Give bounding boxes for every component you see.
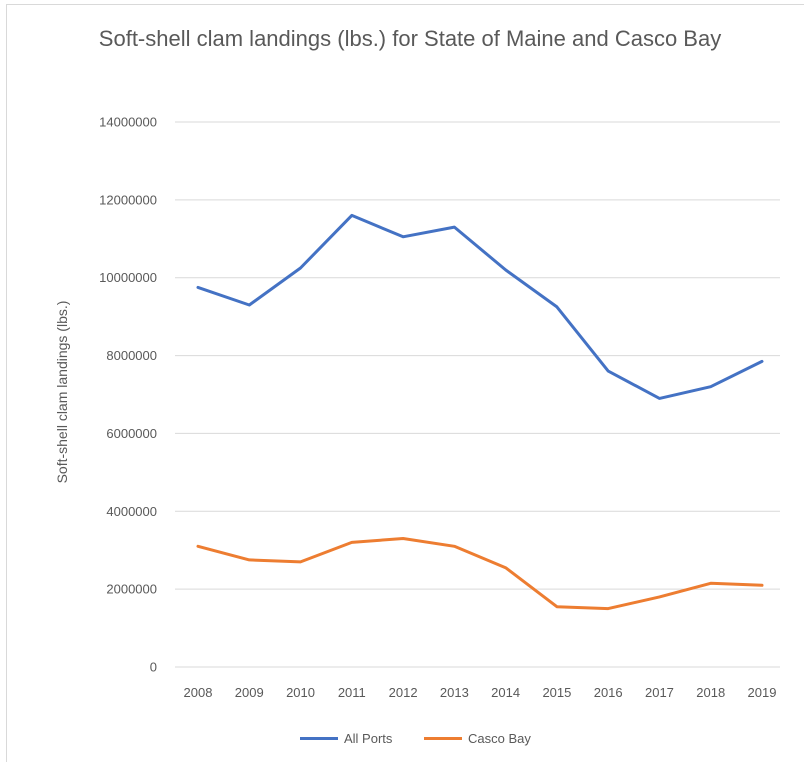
y-tick-labels: 0 2000000 4000000 6000000 8000000 10000000 120… (99, 115, 157, 675)
x-tick-label: 2016 (594, 685, 623, 700)
x-tick-label: 2018 (696, 685, 725, 700)
x-tick-labels: 2008 2009 2010 2011 2012 2013 2014 2015 2016 2017… (184, 685, 777, 700)
gridlines (175, 121, 780, 668)
chart-title: Soft-shell clam landings (lbs.) for Stat… (98, 26, 722, 51)
x-tick-label: 2017 (645, 685, 674, 700)
legend-swatch-casco-bay (424, 736, 462, 740)
y-tick-label: 8000000 (106, 348, 157, 363)
series-line-casco-bay (196, 537, 764, 611)
legend-label-all-ports: All Ports (344, 730, 393, 746)
legend-item-casco-bay: Casco Bay (424, 726, 531, 750)
y-tick-label: 10000000 (99, 270, 157, 285)
y-tick-label: 0 (150, 660, 157, 675)
legend-swatch-all-ports (300, 736, 338, 740)
x-tick-label: 2014 (491, 685, 520, 700)
legend: All Ports Casco Bay (0, 726, 811, 750)
x-tick-label: 2013 (440, 685, 469, 700)
legend-label-casco-bay: Casco Bay (468, 730, 531, 746)
y-tick-label: 4000000 (106, 504, 157, 519)
x-tick-label: 2019 (748, 685, 777, 700)
legend-item-all-ports: All Ports (300, 726, 392, 750)
y-tick-label: 12000000 (99, 192, 157, 207)
chart-frame (6, 4, 804, 762)
x-tick-label: 2011 (338, 685, 366, 700)
y-tick-label: 6000000 (106, 426, 157, 441)
y-tick-label: 2000000 (106, 582, 157, 597)
x-tick-label: 2008 (184, 685, 213, 700)
series-lines (196, 213, 764, 611)
x-tick-label: 2010 (286, 685, 315, 700)
x-tick-label: 2015 (542, 685, 571, 700)
x-tick-label: 2012 (389, 685, 418, 700)
y-tick-label: 14000000 (99, 115, 157, 130)
series-line-all-ports (196, 213, 764, 400)
x-tick-label: 2009 (235, 685, 264, 700)
